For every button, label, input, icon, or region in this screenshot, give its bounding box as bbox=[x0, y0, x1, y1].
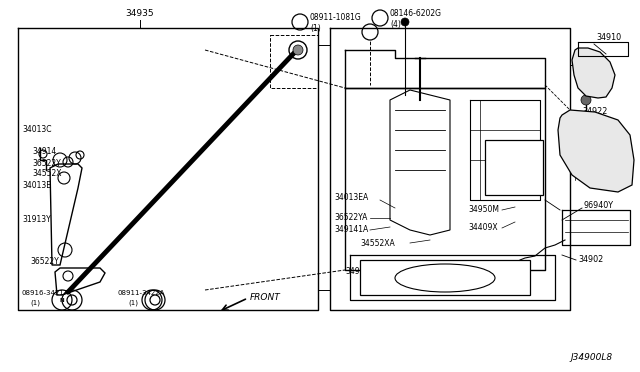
Polygon shape bbox=[572, 48, 615, 98]
Text: (1): (1) bbox=[30, 300, 40, 306]
Text: (4): (4) bbox=[390, 19, 401, 29]
Circle shape bbox=[401, 18, 409, 26]
Text: 34914: 34914 bbox=[32, 148, 56, 157]
Text: 34552X: 34552X bbox=[32, 170, 61, 179]
Text: B: B bbox=[378, 15, 383, 21]
Ellipse shape bbox=[395, 264, 495, 292]
Circle shape bbox=[293, 45, 303, 55]
Text: 34552XA: 34552XA bbox=[360, 238, 395, 247]
Text: 34935: 34935 bbox=[125, 9, 154, 18]
Text: 34902: 34902 bbox=[578, 256, 604, 264]
Text: J34900L8: J34900L8 bbox=[570, 353, 612, 362]
Circle shape bbox=[67, 295, 77, 305]
Text: 3491B: 3491B bbox=[345, 267, 369, 276]
Circle shape bbox=[292, 14, 308, 30]
Text: N: N bbox=[150, 298, 154, 302]
Text: 36522Y: 36522Y bbox=[30, 257, 59, 266]
Text: 08911-3422A: 08911-3422A bbox=[118, 290, 165, 296]
Text: 36522YA: 36522YA bbox=[448, 282, 481, 292]
Text: 31913Y: 31913Y bbox=[22, 215, 51, 224]
Text: 34013E: 34013E bbox=[22, 180, 51, 189]
Text: N: N bbox=[60, 298, 64, 302]
Circle shape bbox=[372, 10, 388, 26]
Text: 349141A: 349141A bbox=[334, 225, 368, 234]
FancyBboxPatch shape bbox=[485, 140, 543, 195]
Text: SEC.969: SEC.969 bbox=[600, 145, 632, 154]
Text: N: N bbox=[70, 298, 74, 302]
Circle shape bbox=[581, 95, 591, 105]
Text: 08146-6202G: 08146-6202G bbox=[390, 10, 442, 19]
Text: 34013C: 34013C bbox=[22, 125, 51, 135]
FancyBboxPatch shape bbox=[360, 260, 530, 295]
Text: 34409X: 34409X bbox=[468, 224, 498, 232]
Text: 34922: 34922 bbox=[582, 108, 607, 116]
Text: 96940Y: 96940Y bbox=[584, 201, 614, 209]
Circle shape bbox=[150, 295, 160, 305]
Text: N: N bbox=[153, 298, 157, 302]
Text: 34950M: 34950M bbox=[468, 205, 499, 215]
Text: N: N bbox=[368, 29, 372, 35]
Text: FRONT: FRONT bbox=[250, 294, 281, 302]
Text: 36522Y: 36522Y bbox=[32, 158, 61, 167]
Text: 34013EA: 34013EA bbox=[334, 193, 368, 202]
Polygon shape bbox=[558, 110, 634, 192]
Text: 08916-3421A: 08916-3421A bbox=[22, 290, 70, 296]
Text: 08911-1081G: 08911-1081G bbox=[310, 13, 362, 22]
Text: 34910: 34910 bbox=[596, 33, 621, 42]
Text: N: N bbox=[297, 19, 303, 25]
Circle shape bbox=[362, 24, 378, 40]
Text: 36522YA: 36522YA bbox=[334, 214, 367, 222]
Text: (1): (1) bbox=[128, 300, 138, 306]
Text: (1): (1) bbox=[310, 23, 321, 32]
